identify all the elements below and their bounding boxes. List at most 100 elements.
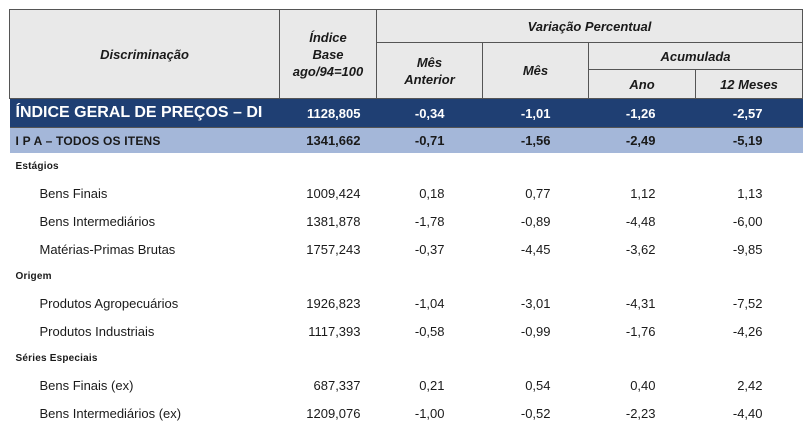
- header-indice-base: Índice Base ago/94=100: [279, 9, 377, 99]
- igp-di-row: ÍNDICE GERAL DE PREÇOS – DI 1128,805 -0,…: [9, 98, 803, 128]
- cell-indice: 1209,076: [306, 405, 361, 421]
- section-title: Séries Especiais: [15, 352, 98, 364]
- table-row: Bens Intermediários (ex) 1209,076 -1,00 -0,…: [10, 399, 803, 427]
- cell-mes: -0,99: [520, 323, 551, 339]
- section-header-row: Origem: [10, 263, 803, 289]
- cell-mes-anterior: -0,58: [414, 323, 445, 339]
- table-row: Produtos Agropecuários 1926,823 -1,04 -3,01…: [10, 289, 803, 317]
- cell-ano: -1,26: [588, 98, 696, 128]
- table-header: Discriminação Índice Base ago/94=100 Var…: [9, 9, 803, 99]
- cell-mes-anterior: -1,78: [414, 213, 445, 229]
- cell-indice: 1341,662: [279, 127, 377, 153]
- header-indice-line-1: Índice: [309, 29, 347, 45]
- cell-ano: -3,62: [625, 241, 656, 257]
- empty-cell: [589, 153, 696, 179]
- cell-mes: 0,77: [525, 185, 551, 201]
- header-indice-line-3: ago/94=100: [292, 63, 364, 79]
- cell-indice: 1757,243: [306, 241, 361, 257]
- header-acumulada: Acumulada: [588, 42, 803, 70]
- empty-cell: [589, 263, 696, 289]
- table-row: Bens Finais (ex) 687,337 0,21 0,54 0,40 2,42: [10, 371, 803, 399]
- cell-ano: 1,12: [630, 185, 656, 201]
- empty-cell: [696, 345, 803, 371]
- row-label: Bens Intermediários (ex): [39, 405, 182, 421]
- table-row: Matérias-Primas Brutas 1757,243 -0,37 -4,45…: [10, 235, 803, 263]
- cell-ano: -4,31: [625, 295, 656, 311]
- ipa-row: I P A – TODOS OS ITENS 1341,662 -0,71 -1…: [9, 127, 803, 153]
- cell-mes: 0,54: [525, 377, 551, 393]
- cell-indice: 1926,823: [306, 295, 361, 311]
- header-mes-anterior-line-1: Mês: [416, 54, 443, 70]
- empty-cell: [589, 345, 696, 371]
- section-title: Estágios: [15, 160, 59, 172]
- cell-ano: -2,49: [588, 127, 696, 153]
- cell-12-meses: 1,13: [737, 185, 763, 201]
- empty-cell: [377, 153, 483, 179]
- header-variacao-percentual: Variação Percentual: [376, 9, 803, 43]
- cell-mes: -3,01: [520, 295, 551, 311]
- row-label: ÍNDICE GERAL DE PREÇOS – DI: [9, 98, 280, 128]
- cell-ano: 0,40: [630, 377, 656, 393]
- table-row: Bens Finais 1009,424 0,18 0,77 1,12 1,13: [10, 179, 803, 207]
- header-ano: Ano: [588, 69, 696, 99]
- cell-mes-anterior: -1,04: [414, 295, 445, 311]
- cell-mes: -1,56: [482, 127, 589, 153]
- empty-cell: [483, 345, 589, 371]
- header-12-meses: 12 Meses: [695, 69, 803, 99]
- cell-mes-anterior: 0,18: [419, 185, 445, 201]
- header-mes: Mês: [482, 42, 589, 99]
- cell-12-meses: -7,52: [732, 295, 763, 311]
- cell-12-meses: -5,19: [695, 127, 803, 153]
- table-row: Produtos Industriais 1117,393 -0,58 -0,99 -1…: [10, 317, 803, 345]
- empty-cell: [280, 153, 377, 179]
- cell-mes: -0,89: [520, 213, 551, 229]
- cell-12-meses: -2,57: [695, 98, 803, 128]
- cell-ano: -4,48: [625, 213, 656, 229]
- cell-mes: -0,52: [520, 405, 551, 421]
- empty-cell: [377, 263, 483, 289]
- row-label: Bens Finais (ex): [39, 377, 134, 393]
- row-label: I P A – TODOS OS ITENS: [9, 127, 280, 153]
- cell-12-meses: -6,00: [732, 213, 763, 229]
- empty-cell: [377, 345, 483, 371]
- cell-ano: -2,23: [625, 405, 656, 421]
- cell-mes-anterior: -0,34: [376, 98, 483, 128]
- cell-12-meses: -9,85: [732, 241, 763, 257]
- cell-indice: 1009,424: [306, 185, 361, 201]
- cell-mes: -4,45: [520, 241, 551, 257]
- header-indice-line-2: Base: [312, 46, 344, 62]
- empty-cell: [280, 345, 377, 371]
- cell-indice: 1117,393: [308, 323, 361, 339]
- empty-cell: [483, 153, 589, 179]
- section-header-row: Estágios: [10, 153, 803, 179]
- cell-ano: -1,76: [625, 323, 656, 339]
- row-label: Bens Finais: [39, 185, 108, 201]
- cell-indice: 1381,878: [306, 213, 361, 229]
- cell-mes-anterior: 0,21: [419, 377, 445, 393]
- cell-indice: 687,337: [313, 377, 361, 393]
- empty-cell: [696, 153, 803, 179]
- cell-indice: 1128,805: [279, 98, 377, 128]
- table-body: ÍNDICE GERAL DE PREÇOS – DI 1128,805 -0,…: [9, 98, 803, 428]
- cell-12-meses: 2,42: [737, 377, 763, 393]
- header-discriminacao: Discriminação: [9, 9, 280, 99]
- section-title: Origem: [15, 270, 52, 282]
- row-label: Produtos Agropecuários: [39, 295, 179, 311]
- cell-mes: -1,01: [482, 98, 589, 128]
- cell-mes-anterior: -0,37: [414, 241, 445, 257]
- cell-12-meses: -4,40: [732, 405, 763, 421]
- cell-mes-anterior: -0,71: [376, 127, 483, 153]
- cell-12-meses: -4,26: [732, 323, 763, 339]
- row-label: Produtos Industriais: [39, 323, 155, 339]
- row-label: Bens Intermediários: [39, 213, 156, 229]
- price-index-table: Discriminação Índice Base ago/94=100 Var…: [9, 9, 803, 427]
- header-mes-anterior: Mês Anterior: [376, 42, 483, 99]
- section-header-row: Séries Especiais: [10, 345, 803, 371]
- empty-cell: [483, 263, 589, 289]
- cell-mes-anterior: -1,00: [414, 405, 445, 421]
- table-row: Bens Intermediários 1381,878 -1,78 -0,89 -4,…: [10, 207, 803, 235]
- header-mes-anterior-line-2: Anterior: [404, 71, 455, 87]
- empty-cell: [696, 263, 803, 289]
- row-label: Matérias-Primas Brutas: [39, 241, 176, 257]
